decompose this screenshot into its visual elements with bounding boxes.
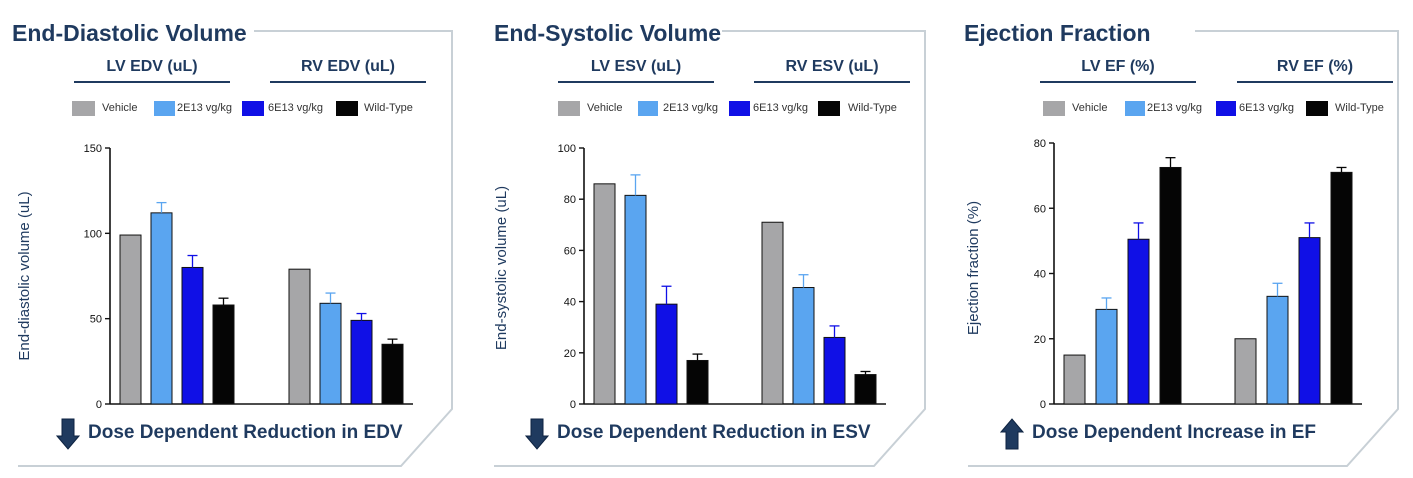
legend-swatch-6e13-icon [1216, 101, 1236, 116]
panel-frame [968, 30, 1399, 467]
y-tick-label: 20 [1034, 334, 1046, 346]
bar [319, 302, 342, 405]
group-header-lv: LV EDV (uL) [74, 58, 230, 83]
footer-text: Dose Dependent Reduction in EDV [88, 422, 403, 443]
panel-end-diastolic-volume: End-Diastolic Volume LV EDV (uL) RV EDV … [0, 0, 471, 478]
y-tick-label: 100 [558, 143, 576, 155]
y-tick-label: 40 [1034, 269, 1046, 281]
bar [792, 287, 815, 405]
y-tick-label: 40 [564, 297, 576, 309]
y-axis-label: Ejection fraction (%) [965, 201, 982, 335]
legend-swatch-2e13-icon [1125, 101, 1145, 116]
legend-swatch-2e13-icon [638, 101, 658, 116]
legend-label: Vehicle [587, 102, 623, 114]
bar [119, 234, 142, 405]
bar [1266, 295, 1289, 405]
legend-swatch-wild-type-icon [336, 101, 358, 116]
panel-end-systolic-volume: End-Systolic Volume LV ESV (uL) RV ESV (… [478, 0, 949, 478]
legend-swatch-2e13-icon [154, 101, 175, 116]
up-arrow-icon [1000, 418, 1024, 450]
legend-label: Wild-Type [848, 102, 897, 114]
legend-label: 6E13 vg/kg [753, 102, 809, 114]
group-header-lv: LV ESV (uL) [558, 58, 714, 83]
legend-swatch-6e13-icon [242, 101, 264, 116]
bar [1298, 237, 1321, 405]
y-tick-label: 60 [1034, 203, 1046, 215]
bar [823, 336, 846, 405]
bar [1159, 166, 1182, 405]
bar [381, 343, 404, 405]
bar-chart-ef: 0 20 40 60 80 Ejection fraction (%) [965, 138, 1362, 411]
legend-label: Wild-Type [364, 102, 413, 114]
group-header-rv: RV EDV (uL) [270, 58, 426, 83]
legend-label: 6E13 vg/kg [268, 102, 324, 114]
legend-swatch-6e13-icon [729, 101, 750, 116]
down-arrow-icon [525, 418, 549, 450]
legend-label: 2E13 vg/kg [1147, 102, 1203, 114]
legend-label: Vehicle [1072, 102, 1108, 114]
bar-chart-esv: 0 20 40 60 80 100 End-systolic volume (uL) [493, 143, 886, 411]
legend-swatch-vehicle-icon [558, 101, 580, 116]
y-tick-label: 100 [84, 228, 102, 240]
panel-frame [494, 30, 926, 467]
y-tick-label: 50 [90, 314, 102, 326]
legend-label: Wild-Type [1335, 102, 1384, 114]
footer-text: Dose Dependent Increase in EF [1032, 422, 1317, 443]
bar [686, 359, 709, 405]
group-header-rv: RV ESV (uL) [754, 58, 910, 83]
legend-swatch-wild-type-icon [818, 101, 840, 116]
legend-swatch-wild-type-icon [1306, 101, 1328, 116]
bar [350, 319, 373, 405]
down-arrow-icon [56, 418, 80, 450]
bar [655, 303, 678, 405]
legend-label: 2E13 vg/kg [177, 102, 233, 114]
panel-title: Ejection Fraction [964, 20, 1151, 46]
bar [1095, 308, 1118, 405]
bar-chart-edv: 0 50 100 150 End-diastolic volume (uL) [16, 143, 413, 411]
y-tick-label: 20 [564, 348, 576, 360]
y-tick-label: 80 [564, 194, 576, 206]
panel-title: End-Systolic Volume [494, 20, 722, 46]
bar [854, 374, 877, 405]
legend-swatch-vehicle-icon [72, 101, 95, 116]
bar [624, 194, 647, 405]
legend-label: Vehicle [102, 102, 138, 114]
bar [1063, 354, 1086, 405]
panel-title: End-Diastolic Volume [12, 20, 247, 46]
legend-label: 6E13 vg/kg [1239, 102, 1295, 114]
y-tick-label: 150 [84, 143, 102, 155]
group-header-rv: RV EF (%) [1237, 58, 1393, 83]
panel-frame [18, 30, 453, 467]
panel-ejection-fraction: Ejection Fraction LV EF (%) RV EF (%) Ve… [942, 0, 1413, 478]
footer-text: Dose Dependent Reduction in ESV [557, 422, 871, 443]
y-tick-label: 60 [564, 245, 576, 257]
bar [1234, 338, 1257, 405]
legend-swatch-vehicle-icon [1043, 101, 1065, 116]
bar [181, 266, 204, 405]
y-tick-label: 80 [1034, 138, 1046, 150]
y-tick-label: 0 [96, 399, 102, 411]
group-header-lv: LV EF (%) [1040, 58, 1196, 83]
y-axis-label: End-systolic volume (uL) [493, 186, 510, 350]
bar [212, 304, 235, 405]
bar [761, 221, 784, 405]
y-tick-label: 0 [570, 399, 576, 411]
y-tick-label: 0 [1040, 399, 1046, 411]
y-axis-label: End-diastolic volume (uL) [16, 191, 33, 360]
bar [1330, 171, 1353, 405]
bar [150, 212, 173, 405]
bar [593, 183, 616, 405]
legend-label: 2E13 vg/kg [663, 102, 719, 114]
bar [288, 268, 311, 405]
bar [1127, 238, 1150, 405]
